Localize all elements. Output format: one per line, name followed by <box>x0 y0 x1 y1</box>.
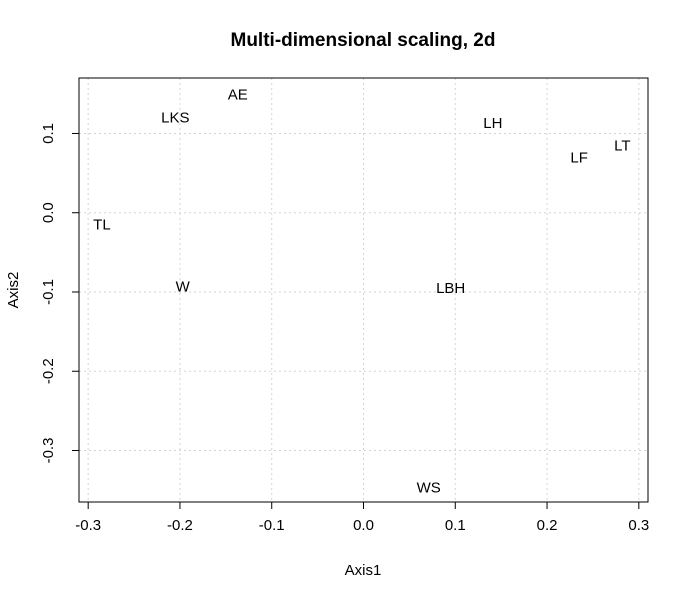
x-tick-label: 0.2 <box>537 517 558 534</box>
x-tick-label: 0.0 <box>353 517 374 534</box>
x-tick-label: 0.3 <box>628 517 649 534</box>
x-tick-label: -0.2 <box>167 517 193 534</box>
point-label-lf: LF <box>570 149 588 166</box>
y-tick-label: 0.0 <box>40 202 57 223</box>
y-tick-label: -0.3 <box>40 438 57 464</box>
y-tick-label: -0.1 <box>40 279 57 305</box>
y-axis-label: Axis2 <box>5 272 22 309</box>
chart-title: Multi-dimensional scaling, 2d <box>231 30 496 51</box>
point-label-lks: LKS <box>161 110 189 127</box>
point-label-tl: TL <box>93 217 111 234</box>
y-tick-label: -0.2 <box>40 358 57 384</box>
point-label-w: W <box>176 278 191 295</box>
data-points: AE LKS LH LT LF TL W LBH WS <box>93 87 630 497</box>
y-tick-label: 0.1 <box>40 123 57 144</box>
point-label-lbh: LBH <box>436 280 465 297</box>
point-label-ws: WS <box>417 480 441 497</box>
point-label-lh: LH <box>483 115 502 132</box>
x-tick-label: -0.3 <box>75 517 101 534</box>
grid-lines <box>79 78 648 502</box>
x-axis-label: Axis1 <box>345 562 382 579</box>
point-label-lt: LT <box>614 137 630 154</box>
plot-frame <box>78 77 649 503</box>
axis-ticks: -0.3 -0.2 -0.1 0.0 0.1 0.2 0.3 0.1 0.0 -0.1 -0.2 -0… <box>40 123 649 534</box>
x-tick-label: -0.1 <box>259 517 285 534</box>
point-label-ae: AE <box>228 87 248 104</box>
x-tick-label: 0.1 <box>445 517 466 534</box>
